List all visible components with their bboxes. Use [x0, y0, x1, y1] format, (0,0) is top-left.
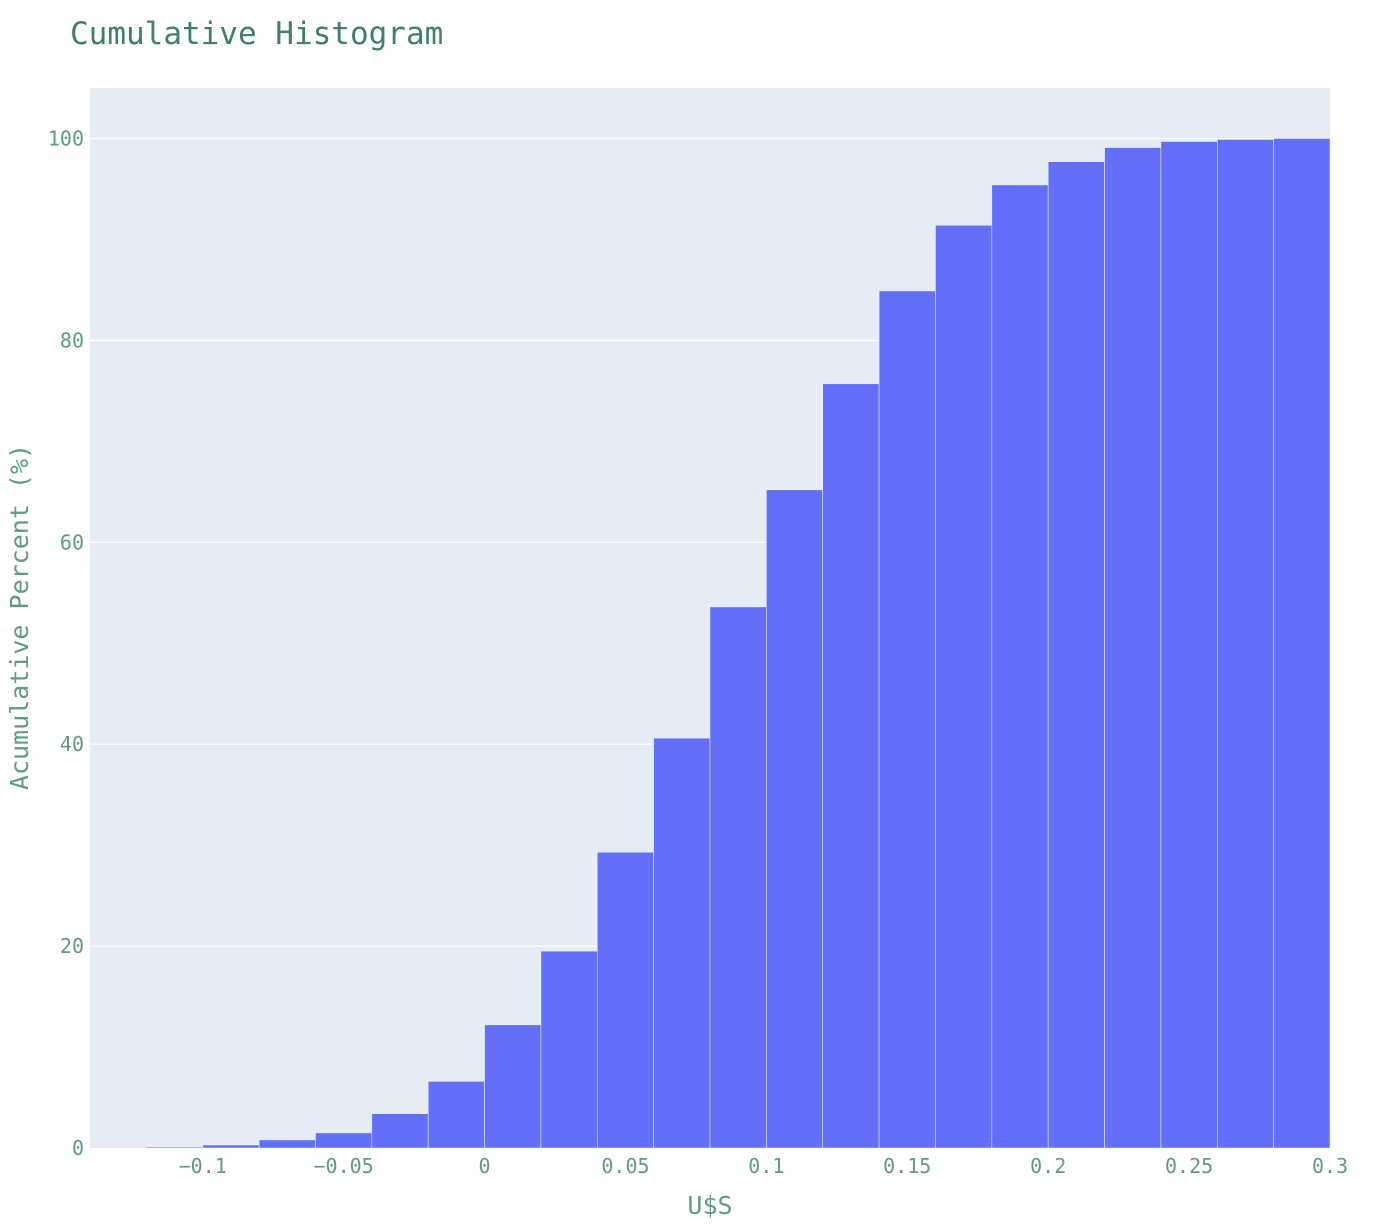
histogram-bar	[878, 290, 936, 1149]
x-tick-label: 0.1	[748, 1154, 784, 1178]
histogram-bar	[258, 1139, 316, 1149]
chart-title: Cumulative Histogram	[70, 16, 443, 52]
y-axis-title: Acumulative Percent (%)	[5, 444, 34, 790]
y-tick-label: 60	[60, 530, 84, 554]
histogram-bar	[935, 224, 993, 1149]
x-tick-label: 0	[479, 1154, 491, 1178]
histogram-bars	[146, 138, 1331, 1149]
histogram-bar	[202, 1144, 260, 1149]
histogram-bar	[315, 1132, 373, 1149]
y-tick-label: 20	[60, 934, 84, 958]
histogram-bar	[1160, 141, 1218, 1149]
histogram-bar	[1104, 147, 1162, 1149]
histogram-bar	[484, 1024, 542, 1149]
histogram-bar	[1047, 161, 1105, 1149]
x-axis-title: U$S	[687, 1191, 732, 1220]
histogram-bar	[427, 1081, 485, 1149]
x-tick-label: 0.3	[1312, 1154, 1348, 1178]
histogram-bar	[146, 1146, 204, 1149]
histogram-bar	[540, 950, 598, 1149]
y-axis-ticks: 0 20 40 60 80 100	[48, 126, 84, 1160]
y-tick-label: 40	[60, 732, 84, 756]
histogram-bar	[766, 489, 824, 1149]
histogram-bar	[709, 606, 767, 1149]
histogram-bar	[596, 851, 654, 1149]
x-tick-label: 0.2	[1030, 1154, 1066, 1178]
x-tick-label: 0.25	[1165, 1154, 1213, 1178]
y-tick-label: 0	[72, 1136, 84, 1160]
histogram-bar	[653, 737, 711, 1149]
histogram-bar	[371, 1113, 429, 1149]
histogram-bar	[991, 184, 1049, 1149]
x-tick-label: 0.05	[601, 1154, 649, 1178]
histogram-bar	[1273, 138, 1331, 1149]
histogram-bar	[1216, 139, 1274, 1149]
x-tick-label: −0.05	[314, 1154, 374, 1178]
histogram-bar	[822, 383, 880, 1149]
x-axis-ticks: −0.1 −0.05 0 0.05 0.1 0.15 0.2 0.25 0.3	[179, 1154, 1348, 1178]
y-tick-label: 80	[60, 328, 84, 352]
y-tick-label: 100	[48, 126, 84, 150]
x-tick-label: −0.1	[179, 1154, 227, 1178]
x-tick-label: 0.15	[883, 1154, 931, 1178]
